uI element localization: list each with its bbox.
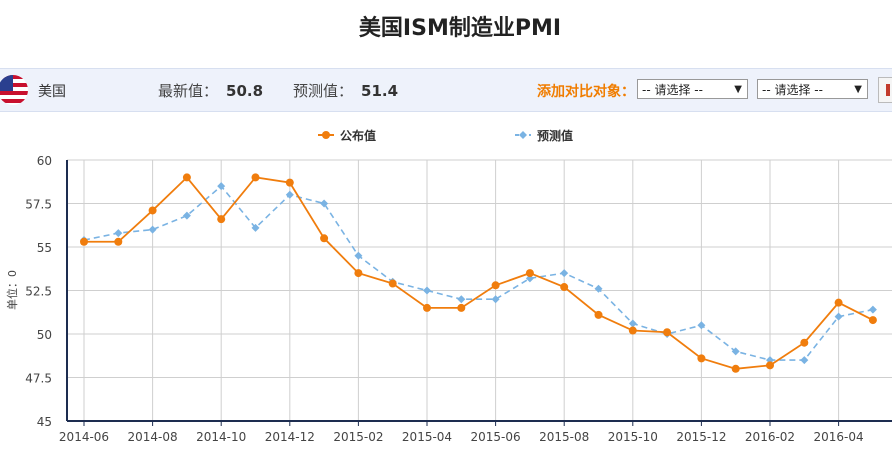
legend-marker xyxy=(519,131,527,139)
data-point-forecast xyxy=(491,295,500,304)
x-tick-label: 2016-02 xyxy=(745,430,795,444)
data-point-forecast xyxy=(182,211,191,220)
x-tick-label: 2014-12 xyxy=(265,430,315,444)
data-point-published xyxy=(834,298,843,307)
data-point-published xyxy=(388,279,397,288)
data-point-published xyxy=(766,361,774,370)
data-point-forecast xyxy=(114,229,123,238)
x-tick-label: 2016-04 xyxy=(814,430,864,444)
legend-label: 预测值 xyxy=(537,128,573,143)
data-point-published xyxy=(354,269,363,278)
x-tick-label: 2015-08 xyxy=(539,430,589,444)
data-point-forecast xyxy=(457,295,466,304)
x-tick-label: 2015-12 xyxy=(676,430,726,444)
legend-label: 公布值 xyxy=(340,128,376,143)
forecast-value-group: 预测值： 51.4 xyxy=(293,80,398,101)
data-point-published xyxy=(320,234,329,243)
latest-label: 最新值： xyxy=(158,82,219,100)
data-point-forecast xyxy=(423,286,431,295)
info-bar: 美国 最新值： 50.8 预测值： 51.4 添加对比对象： -- 请选择 -- ▼… xyxy=(0,68,892,112)
data-point-forecast xyxy=(834,312,843,321)
y-axis-label: 单位：0 xyxy=(5,270,19,310)
x-tick-label: 2015-06 xyxy=(471,430,521,444)
data-point-forecast xyxy=(560,269,569,278)
y-tick-label: 57.5 xyxy=(25,198,52,212)
data-point-forecast xyxy=(217,182,226,191)
chevron-down-icon: ▼ xyxy=(734,84,742,95)
country-name: 美国 xyxy=(38,84,66,100)
x-tick-label: 2014-06 xyxy=(59,430,109,444)
us-flag-icon xyxy=(0,75,28,105)
data-point-published xyxy=(457,303,466,312)
data-point-forecast xyxy=(320,199,329,208)
x-tick-label: 2015-04 xyxy=(402,430,452,444)
compare-select-2-value: -- 请选择 -- xyxy=(762,83,823,97)
forecast-value: 51.4 xyxy=(361,82,399,100)
data-point-forecast xyxy=(594,284,603,293)
data-point-published xyxy=(80,237,88,246)
data-point-published xyxy=(285,178,294,187)
series-line-forecast xyxy=(83,184,874,361)
data-point-forecast xyxy=(628,319,637,328)
y-tick-label: 60 xyxy=(37,154,52,168)
x-tick-label: 2014-08 xyxy=(128,430,178,444)
compare-select-2[interactable]: -- 请选择 -- ▼ xyxy=(757,79,868,99)
data-point-forecast xyxy=(697,321,706,330)
latest-value: 50.8 xyxy=(226,82,264,100)
y-tick-label: 55 xyxy=(37,241,52,255)
series-line-published xyxy=(84,176,874,370)
data-point-published xyxy=(628,326,637,335)
data-point-forecast xyxy=(251,223,260,232)
data-point-published xyxy=(251,173,260,182)
data-point-forecast xyxy=(285,190,294,199)
data-point-published xyxy=(525,269,534,278)
data-point-published xyxy=(731,364,740,373)
data-point-published xyxy=(423,303,431,312)
data-point-forecast xyxy=(868,305,877,314)
x-tick-label: 2015-10 xyxy=(608,430,658,444)
legend-marker xyxy=(322,131,330,139)
data-point-published xyxy=(114,237,123,246)
y-tick-label: 45 xyxy=(37,415,52,429)
y-tick-label: 50 xyxy=(37,328,52,342)
latest-value-group: 最新值： 50.8 xyxy=(158,80,263,101)
data-point-published xyxy=(148,206,157,215)
data-point-published xyxy=(697,354,706,363)
data-point-published xyxy=(182,173,191,182)
data-point-published xyxy=(594,310,603,319)
data-point-published xyxy=(491,281,500,290)
y-tick-label: 52.5 xyxy=(25,285,52,299)
data-point-published xyxy=(868,316,877,325)
data-point-published xyxy=(560,283,569,292)
data-point-published xyxy=(663,328,672,337)
data-point-forecast xyxy=(800,356,809,365)
compare-label: 添加对比对象： xyxy=(537,84,635,100)
data-point-published xyxy=(800,338,809,347)
compare-select-1[interactable]: -- 请选择 -- ▼ xyxy=(637,79,748,99)
data-point-published xyxy=(217,215,226,224)
data-point-forecast xyxy=(731,347,740,356)
compare-select-1-value: -- 请选择 -- xyxy=(642,83,703,97)
x-tick-label: 2014-10 xyxy=(196,430,246,444)
data-point-forecast xyxy=(148,225,157,234)
page-title: 美国ISM制造业PMI xyxy=(358,16,562,41)
forecast-label: 预测值： xyxy=(293,82,354,100)
y-tick-label: 47.5 xyxy=(25,372,52,386)
x-tick-label: 2015-02 xyxy=(333,430,383,444)
data-point-forecast xyxy=(354,251,363,260)
chevron-down-icon: ▼ xyxy=(854,84,862,95)
compare-add-button[interactable] xyxy=(878,77,892,103)
